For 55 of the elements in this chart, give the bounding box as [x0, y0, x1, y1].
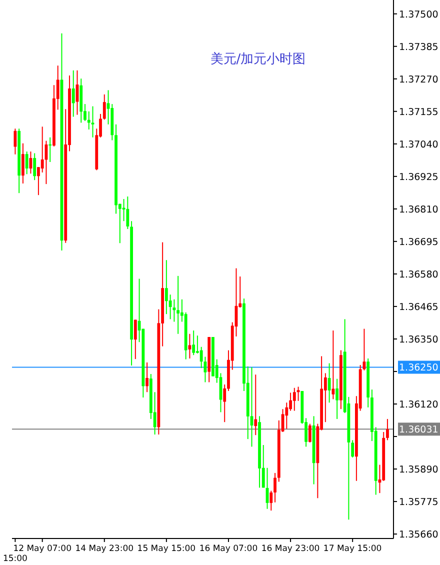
x-tick-label: 17 May 15:00: [323, 544, 382, 554]
y-tick-label: 1.35775: [399, 497, 438, 508]
y-tick-label: 1.36810: [399, 204, 438, 216]
candlestick: [102, 94, 106, 120]
y-tick-label: 1.37155: [399, 106, 438, 118]
candlestick: [336, 378, 339, 420]
candlestick: [270, 490, 273, 512]
x-tick-label: 16 May 23:00: [261, 544, 320, 554]
candlestick: [14, 128, 17, 155]
candlestick: [134, 319, 137, 360]
candlestick: [72, 70, 75, 118]
candlestick: [164, 260, 168, 315]
candlestick: [289, 392, 292, 412]
y-tick-label: 1.36350: [399, 334, 438, 346]
candlestick: [172, 298, 176, 322]
candlestick: [332, 330, 335, 400]
y-tick-label: 1.36925: [399, 172, 438, 183]
y-tick-label: 1.35890: [399, 464, 438, 476]
candlestick: [188, 333, 192, 359]
y-tick-label: 1.37270: [399, 74, 438, 86]
y-tick-label: 1.36695: [399, 236, 438, 248]
candlestick: [308, 423, 312, 443]
candlestick: [126, 196, 130, 230]
ref-line-label: 1.36250: [399, 362, 438, 374]
ref-line-label: 1.36031: [399, 424, 438, 436]
candlestick: [274, 472, 276, 503]
candlestick: [285, 402, 288, 430]
y-tick-label: 1.37040: [399, 139, 438, 150]
candlestick: [25, 151, 28, 175]
y-tick-label: 1.36120: [399, 399, 438, 410]
y-tick-label: 1.37500: [399, 9, 438, 20]
x-tick-label: 15:00: [2, 554, 28, 564]
x-tick-label: 14 May 23:00: [75, 544, 134, 554]
candlestick: [351, 440, 354, 458]
candlestick: [386, 418, 389, 441]
candlestick: [146, 362, 148, 393]
candlestick: [22, 142, 24, 184]
y-tick-label: 1.36465: [399, 302, 438, 313]
candlestick: [91, 106, 94, 138]
y-tick-label: 1.37385: [399, 42, 438, 53]
candlestick: [192, 330, 196, 356]
x-tick-label: 15 May 15:00: [137, 544, 196, 554]
candlestick: [292, 387, 296, 412]
candlestick: [223, 384, 226, 423]
x-tick-label: 16 May 07:00: [199, 544, 258, 554]
candlestick: [33, 152, 36, 181]
candlestick: [48, 136, 52, 162]
text: 美元/加元小时图: [210, 51, 306, 67]
y-tick-label: 1.35660: [399, 530, 438, 541]
y-tick-label: 1.36580: [399, 269, 438, 280]
x-tick-label: 12 May 07:00: [13, 544, 72, 554]
candlestick: [176, 275, 180, 334]
candlestick: [328, 362, 331, 404]
candlestick: [254, 374, 258, 436]
candlestick: [87, 110, 90, 130]
